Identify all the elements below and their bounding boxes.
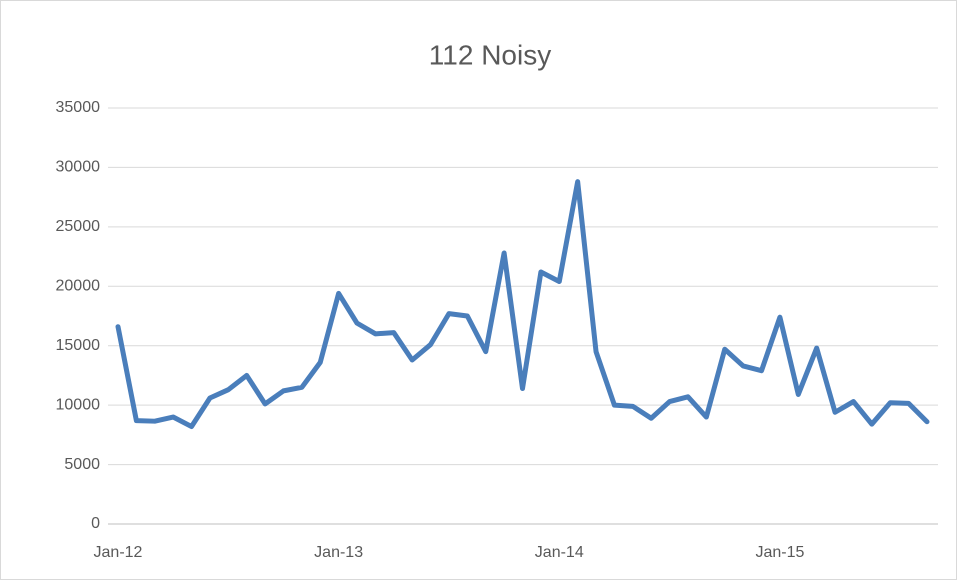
- x-tick-label: Jan-12: [94, 544, 143, 561]
- y-tick-label: 20000: [56, 278, 101, 295]
- y-tick-label: 30000: [56, 159, 101, 176]
- y-tick-label: 10000: [56, 396, 101, 413]
- chart-title: 112 Noisy: [429, 39, 551, 70]
- x-tick-label: Jan-15: [755, 544, 804, 561]
- x-tick-label: Jan-14: [535, 544, 584, 561]
- y-tick-label: 0: [91, 515, 100, 532]
- y-tick-label: 15000: [56, 337, 101, 354]
- y-tick-label: 25000: [56, 218, 101, 235]
- line-series: [115, 179, 930, 430]
- y-tick-label: 5000: [64, 456, 100, 473]
- x-tick-label: Jan-13: [314, 544, 363, 561]
- y-tick-label: 35000: [56, 99, 101, 116]
